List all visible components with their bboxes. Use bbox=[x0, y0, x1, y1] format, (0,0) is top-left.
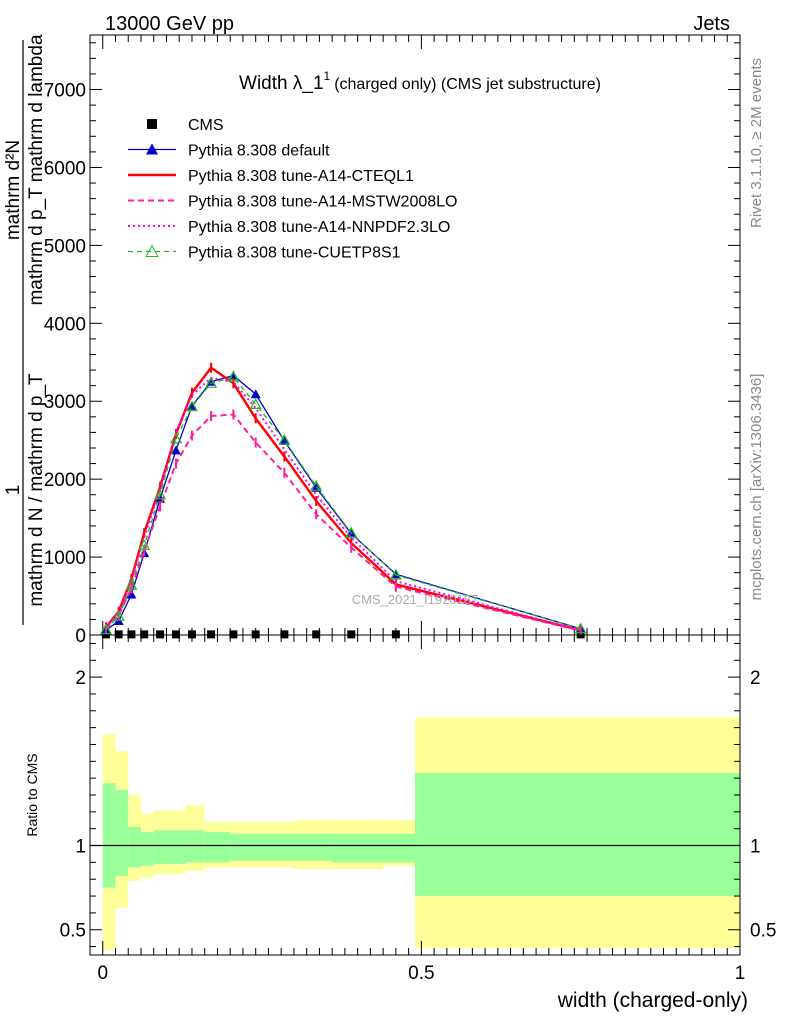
cms-data-point bbox=[280, 630, 289, 639]
ratio-green-band bbox=[230, 833, 263, 861]
ratio-green-band bbox=[115, 789, 129, 876]
y-tick-label: 4000 bbox=[44, 314, 86, 335]
series-marker-1 bbox=[126, 589, 137, 599]
series-marker-5 bbox=[574, 622, 587, 634]
series-marker-5 bbox=[170, 432, 183, 444]
ratio-green-band bbox=[204, 832, 231, 863]
series-line-2 bbox=[104, 366, 581, 632]
y-tick-label: 0 bbox=[75, 626, 86, 647]
y-tick-label: 5000 bbox=[44, 236, 86, 257]
legend-label-0: CMS bbox=[188, 117, 224, 134]
ratio-green-band bbox=[332, 833, 384, 863]
legend-marker-5 bbox=[145, 244, 159, 257]
y-axis-label-ratio: Ratio to CMS bbox=[24, 753, 40, 836]
series-marker-5 bbox=[278, 433, 291, 445]
y-axis-label-main: 1 mathrm d N / mathrm d p_T mathrm d²N m… bbox=[3, 34, 47, 625]
series-marker-5 bbox=[185, 400, 198, 412]
chart-title-rest: (charged only) (CMS jet substructure) bbox=[334, 76, 601, 93]
cms-data-point bbox=[172, 630, 181, 639]
x-tick-label: 1 bbox=[735, 963, 746, 984]
ratio-green-band bbox=[185, 830, 205, 863]
cms-data-point bbox=[391, 630, 400, 639]
y-tick-label: 3000 bbox=[44, 392, 86, 413]
ratio-green-band bbox=[102, 783, 116, 888]
series-line-1 bbox=[105, 374, 581, 631]
ratio-green-band bbox=[140, 832, 154, 866]
cms-data-point bbox=[312, 630, 321, 639]
y-label-one: 1 bbox=[3, 485, 24, 496]
ratio-y-tick-label: 1 bbox=[75, 837, 86, 858]
rivet-label: Rivet 3.1.10, ≥ 2M events bbox=[748, 58, 765, 228]
series-marker-1 bbox=[171, 445, 182, 455]
chart-title-sup: 1 bbox=[324, 69, 331, 83]
series-marker-5 bbox=[310, 479, 323, 491]
ratio-green-band bbox=[128, 827, 141, 868]
y-tick-label: 1000 bbox=[44, 548, 86, 569]
series-marker-1 bbox=[186, 400, 197, 410]
legend-label-1: Pythia 8.308 default bbox=[188, 143, 330, 160]
legend-marker-cms bbox=[147, 119, 157, 129]
cms-data-point bbox=[207, 630, 216, 639]
cms-data-point bbox=[347, 630, 356, 639]
cms-data-point bbox=[101, 630, 110, 639]
ratio-uncertainty-bands bbox=[90, 717, 740, 950]
collision-label: 13000 GeV pp bbox=[105, 13, 234, 35]
x-tick-label: 0.5 bbox=[408, 963, 434, 984]
series-marker-5 bbox=[205, 377, 218, 388]
series-marker-5 bbox=[389, 568, 402, 580]
x-tick-label: 0 bbox=[97, 963, 108, 984]
series-line-4 bbox=[105, 376, 581, 632]
series-marker-5 bbox=[138, 539, 151, 550]
series-marker-5 bbox=[227, 370, 240, 382]
y-label-frac-num: mathrm d²N bbox=[3, 140, 24, 240]
ratio-green-band bbox=[262, 833, 294, 861]
y-label-den: mathrm d N / mathrm d p_T bbox=[26, 373, 47, 607]
series-marker-5 bbox=[345, 526, 358, 538]
cms-data-point bbox=[187, 630, 196, 639]
cms-data-point bbox=[127, 630, 136, 639]
ratio-y-tick-label: 0.5 bbox=[60, 921, 86, 942]
ratio-green-band bbox=[153, 830, 167, 865]
ratio-green-band bbox=[166, 830, 186, 865]
series-marker-5 bbox=[99, 623, 112, 635]
ratio-y-tick-label-right: 0.5 bbox=[750, 921, 776, 942]
main-series-group bbox=[99, 362, 587, 639]
ratio-y-tick-label-right: 2 bbox=[750, 668, 761, 689]
x-axis-label: width (charged-only) bbox=[557, 989, 748, 1012]
legend: CMS Pythia 8.308 default Pythia 8.308 tune… bbox=[128, 117, 457, 262]
y-tick-label: 7000 bbox=[44, 81, 86, 102]
y-label-frac-den: mathrm d p_T mathrm d lambda bbox=[26, 34, 47, 305]
mcplots-label: mcplots.cern.ch [arXiv:1306.3436] bbox=[748, 374, 765, 601]
cms-data-point bbox=[229, 630, 238, 639]
legend-label-4: Pythia 8.308 tune-A14-NNPDF2.3LO bbox=[188, 219, 450, 236]
series-marker-5 bbox=[125, 578, 138, 590]
cms-data-point bbox=[114, 630, 123, 639]
series-marker-1 bbox=[250, 389, 261, 399]
legend-marker-1 bbox=[146, 143, 158, 155]
chart-title-main: Width λ_1 bbox=[239, 73, 323, 94]
y-tick-label: 2000 bbox=[44, 470, 86, 491]
cms-data-point bbox=[156, 630, 165, 639]
cms-data-point bbox=[251, 630, 260, 639]
legend-label-2: Pythia 8.308 tune-A14-CTEQL1 bbox=[188, 168, 414, 185]
cms-data-point bbox=[140, 630, 149, 639]
legend-label-3: Pythia 8.308 tune-A14-MSTW2008LO bbox=[188, 194, 457, 211]
y-tick-label: 6000 bbox=[44, 158, 86, 179]
legend-label-5: Pythia 8.308 tune-CUETP8S1 bbox=[188, 245, 401, 262]
ratio-y-tick-label-right: 1 bbox=[750, 837, 761, 858]
category-label: Jets bbox=[693, 13, 730, 35]
series-marker-5 bbox=[112, 610, 125, 621]
ratio-axis-ticks: 0.5 0.51 12 20 0.5 1 bbox=[60, 635, 776, 984]
ratio-green-band bbox=[415, 773, 740, 897]
analysis-watermark: CMS_2021_I1920187 bbox=[352, 592, 479, 607]
ratio-green-band bbox=[383, 833, 415, 863]
ratio-y-tick-label: 2 bbox=[75, 668, 86, 689]
series-line-5 bbox=[105, 376, 581, 630]
series-marker-5 bbox=[249, 398, 262, 409]
series-marker-5 bbox=[154, 488, 167, 500]
ratio-green-band bbox=[293, 833, 333, 861]
chart-title: Width λ_11 (charged only) (CMS jet substr… bbox=[239, 69, 601, 94]
